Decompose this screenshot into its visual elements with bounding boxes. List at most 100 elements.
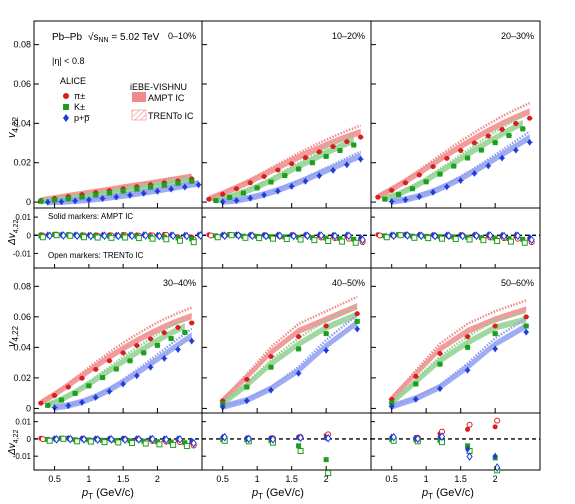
kaon-diff-solid xyxy=(189,236,195,242)
proton-point xyxy=(233,197,239,205)
kaon-point xyxy=(65,196,71,202)
proton-point xyxy=(275,187,281,195)
kaon-diff-open xyxy=(325,470,332,477)
kaon-point xyxy=(182,329,188,335)
kaon-point xyxy=(396,192,402,198)
proton-point xyxy=(168,185,174,193)
legend-pion-marker xyxy=(63,93,69,99)
proton-point xyxy=(416,193,422,201)
proton-diff-open xyxy=(115,231,122,241)
kaon-diff-open xyxy=(177,237,183,244)
centrality-label: 20–30% xyxy=(501,31,534,41)
kaon-point xyxy=(465,344,471,350)
dy-tick-label: -0.01 xyxy=(13,249,32,258)
proton-diff-open xyxy=(53,435,60,444)
kaon-point xyxy=(120,188,126,194)
kaon-diff-open xyxy=(297,448,304,454)
proton-point xyxy=(244,397,250,405)
eta-cut: |η| < 0.8 xyxy=(52,56,84,66)
legend-proton-label: p+p̅ xyxy=(74,113,90,123)
kaon-diff-open xyxy=(142,440,149,447)
proton-point xyxy=(458,176,464,184)
kaon-point xyxy=(72,390,78,396)
pion-point xyxy=(161,330,167,336)
proton-point xyxy=(344,161,350,169)
proton-point xyxy=(134,372,140,380)
kaon-point xyxy=(141,350,147,356)
proton-diff-open xyxy=(74,231,81,241)
proton-diff-open xyxy=(183,231,190,241)
pion-point xyxy=(444,155,450,161)
proton-diff-open xyxy=(197,231,204,240)
proton-point xyxy=(354,325,360,333)
pion-point xyxy=(375,194,381,200)
proton-diff-open xyxy=(414,434,421,444)
x-tick-label: 1 xyxy=(424,474,429,484)
proton-point xyxy=(430,188,436,196)
legend-ampt-label: AMPT IC xyxy=(148,93,185,103)
pion-diff-solid xyxy=(492,424,498,430)
kaon-diff-open xyxy=(452,235,459,242)
kaon-point xyxy=(337,148,343,154)
note-solid: Solid markers: AMPT IC xyxy=(48,212,133,221)
dy-axis-label-bottom: Δv4,22 xyxy=(7,430,20,456)
proton-diff-solid xyxy=(492,452,498,460)
pion-point xyxy=(416,172,422,178)
proton-diff-open xyxy=(318,231,325,240)
pion-ampt-band xyxy=(222,303,358,404)
kaon-point xyxy=(113,366,119,372)
proton-diff-solid xyxy=(465,445,471,453)
pion-point xyxy=(458,148,464,154)
proton-point xyxy=(182,183,188,191)
proton-diff-open xyxy=(142,231,149,240)
pion-point xyxy=(402,180,408,186)
proton-point xyxy=(189,337,195,345)
proton-diff-open xyxy=(500,231,508,241)
kaon-diff-solid xyxy=(296,443,302,449)
dy-tick-label: -0.01 xyxy=(13,452,32,461)
proton-diff-open xyxy=(418,231,425,241)
x-tick-label: 2 xyxy=(493,474,498,484)
y-tick-label: 0.04 xyxy=(13,342,31,352)
pion-point xyxy=(52,392,58,398)
proton-point xyxy=(161,354,167,362)
pion-point xyxy=(175,325,181,331)
pion-point xyxy=(330,144,336,150)
pion-point xyxy=(233,186,239,192)
proton-point xyxy=(120,380,126,388)
kaon-point xyxy=(86,383,92,389)
proton-diff-open xyxy=(466,452,473,461)
energy-label: √sNN = 5.02 TeV xyxy=(88,31,160,44)
y-tick-label: 0 xyxy=(26,403,31,413)
kaon-point xyxy=(382,196,388,202)
kaon-diff-solid xyxy=(182,440,188,446)
pion-diff-open xyxy=(207,232,214,239)
kaon-point xyxy=(268,364,274,370)
proton-diff-open xyxy=(221,231,228,241)
pion-diff-open xyxy=(466,421,473,428)
kaon-diff-open xyxy=(383,234,390,241)
x-tick-label: 1 xyxy=(86,474,91,484)
pion-point xyxy=(106,358,112,364)
proton-point xyxy=(330,166,336,174)
kaon-diff-open xyxy=(352,239,359,246)
kaon-diff-open xyxy=(256,235,263,242)
proton-diff-open xyxy=(249,231,256,241)
kaon-diff-open xyxy=(94,234,101,241)
pion-point xyxy=(471,140,477,146)
kaon-trento-band xyxy=(215,133,355,202)
kaon-diff-open xyxy=(283,235,290,242)
pion-point xyxy=(268,354,274,360)
x-tick-label: 1 xyxy=(255,474,260,484)
proton-diff-open xyxy=(221,432,228,442)
kaon-diff-solid xyxy=(520,236,526,242)
proton-point xyxy=(127,191,133,199)
proton-diff-open xyxy=(390,231,397,241)
x-tick-label: 1.5 xyxy=(117,474,130,484)
kaon-point xyxy=(423,179,429,185)
kaon-diff-open xyxy=(269,235,276,242)
y-axis-label-bottom: v4,22 xyxy=(6,325,20,347)
kaon-diff-open xyxy=(46,437,53,444)
kaon-diff-open xyxy=(163,236,170,243)
proton-point xyxy=(220,198,226,206)
